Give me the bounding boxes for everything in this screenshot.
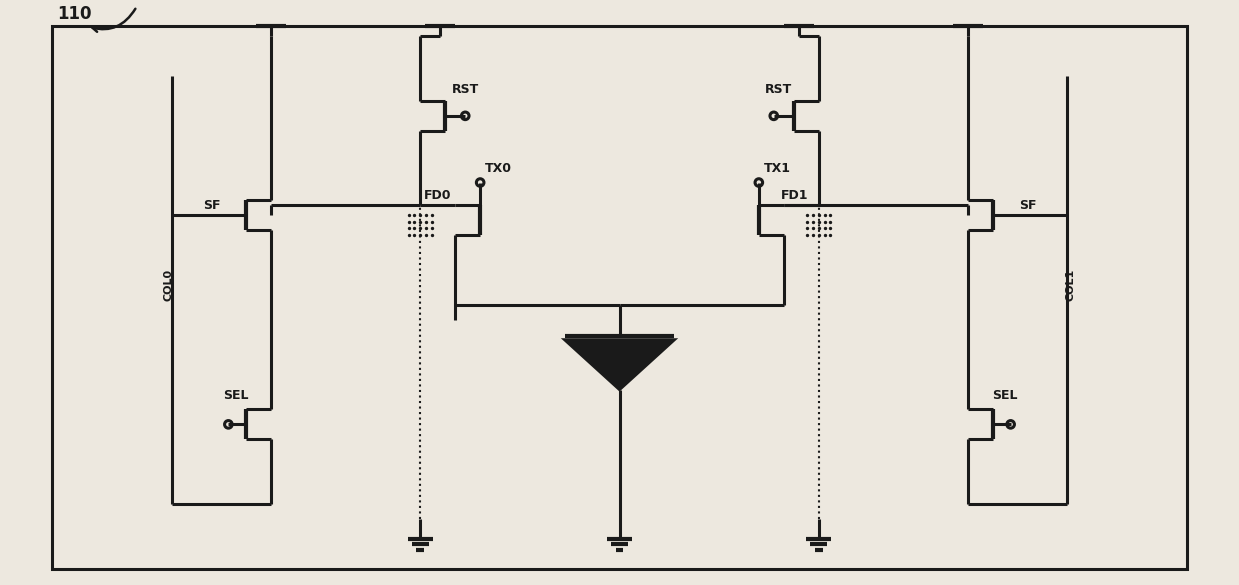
Text: COL1: COL1 <box>1066 269 1075 301</box>
Text: SEL: SEL <box>223 390 249 402</box>
Text: SEL: SEL <box>992 390 1017 402</box>
Text: RST: RST <box>451 83 478 96</box>
Text: SF: SF <box>203 199 221 212</box>
Text: COL0: COL0 <box>164 269 173 301</box>
Text: SF: SF <box>1018 199 1036 212</box>
Text: TX0: TX0 <box>486 162 512 175</box>
Text: 110: 110 <box>57 5 92 23</box>
Polygon shape <box>565 340 674 390</box>
Text: FD1: FD1 <box>781 190 808 202</box>
Text: TX1: TX1 <box>763 162 790 175</box>
Text: RST: RST <box>766 83 793 96</box>
Text: FD0: FD0 <box>424 190 451 202</box>
